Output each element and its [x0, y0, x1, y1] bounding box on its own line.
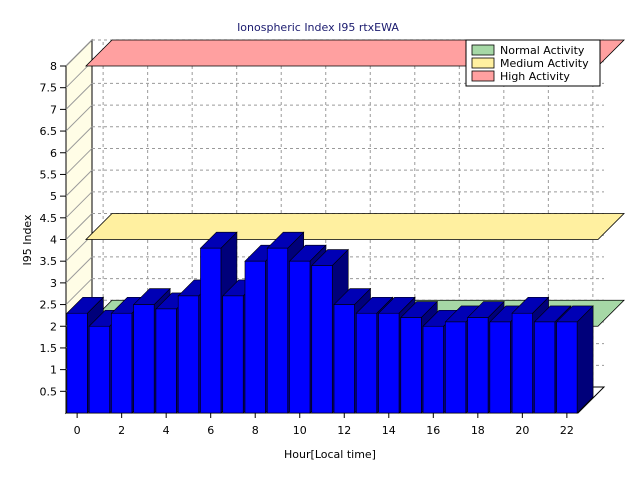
x-tick-label: 22	[560, 424, 574, 437]
legend-swatch	[471, 44, 495, 56]
y-tick-label: 6	[50, 147, 57, 160]
x-tick-label: 16	[426, 424, 440, 437]
gridline-depth	[65, 83, 93, 110]
x-axis-label: Hour[Local time]	[284, 448, 376, 461]
y-tick-label: 3.5	[40, 255, 58, 268]
gridline-depth	[65, 191, 93, 219]
gridline-depth	[65, 169, 93, 197]
y-tick-label: 2	[50, 320, 57, 333]
bar-side	[576, 305, 594, 414]
bar-front	[200, 247, 222, 414]
bar-front	[355, 312, 378, 414]
gridline-depth	[65, 278, 93, 305]
gridline-depth	[65, 39, 93, 67]
bar-front	[222, 295, 244, 414]
bar-front	[467, 317, 489, 414]
legend-swatch	[471, 57, 495, 69]
bar-front	[511, 312, 533, 414]
bar-22	[555, 305, 594, 414]
x-tick-label: 4	[163, 424, 170, 437]
x-tick-label: 14	[382, 424, 396, 437]
band-plane	[85, 213, 625, 240]
bar-front	[289, 260, 311, 414]
legend-label: High Activity	[500, 70, 570, 83]
y-tick-label: 4	[50, 234, 57, 247]
y-tick-label: 7	[50, 103, 57, 116]
bar-front	[111, 312, 133, 414]
x-tick-label: 20	[515, 424, 529, 437]
y-tick-label: 0.5	[40, 385, 58, 398]
bar-front	[66, 312, 88, 414]
y-tick-label: 5	[50, 190, 57, 203]
bar-front	[534, 321, 556, 414]
bar-front	[378, 312, 400, 414]
legend-swatch	[471, 70, 495, 82]
y-tick-label: 5.5	[40, 168, 58, 181]
bar-front	[400, 317, 422, 414]
legend-label: Medium Activity	[500, 57, 589, 70]
x-tick-label: 8	[252, 424, 259, 437]
gridline-depth	[65, 148, 93, 175]
bar-front	[556, 321, 578, 414]
bar-front	[489, 321, 511, 414]
bar-front	[422, 325, 444, 414]
band-1	[85, 213, 625, 240]
bar-front	[244, 260, 266, 414]
x-tick-label: 18	[471, 424, 485, 437]
bar-front	[155, 308, 177, 414]
y-axis-label: I95 Index	[21, 214, 34, 266]
bar-front	[266, 247, 289, 414]
x-tick-label: 0	[74, 424, 81, 437]
gridline-depth	[65, 126, 93, 154]
chart-title: Ionospheric Index I95 rtxEWA	[237, 21, 399, 34]
bar-front	[177, 295, 199, 414]
bar-front	[333, 304, 355, 414]
gridline-depth	[65, 213, 93, 240]
x-tick-label: 2	[118, 424, 125, 437]
x-tick-label: 10	[293, 424, 307, 437]
gridline-depth	[65, 256, 93, 284]
x-axis-ticks: 0 2 4 6 8 10 12 14 16 18 20 22	[74, 413, 574, 437]
y-tick-label: 1.5	[40, 342, 58, 355]
x-tick-label: 12	[337, 424, 351, 437]
legend-label: Normal Activity	[500, 44, 585, 57]
y-tick-label: 4.5	[40, 212, 58, 225]
y-tick-label: 3	[50, 277, 57, 290]
y-tick-label: 8	[50, 60, 57, 73]
y-tick-label: 2.5	[40, 299, 58, 312]
y-tick-label: 6.5	[40, 125, 58, 138]
x-tick-label: 6	[207, 424, 214, 437]
bar-front	[445, 321, 467, 414]
bar-front	[311, 265, 333, 414]
bar-front	[88, 325, 110, 414]
y-tick-label: 7.5	[40, 82, 58, 95]
y-tick-label: 1	[50, 364, 57, 377]
bars	[66, 231, 594, 414]
gridline-depth	[65, 104, 93, 132]
bar-front	[133, 304, 155, 414]
y-axis-ticks: 0.5 1 1.5 2 2.5 3 3.5 4 4.5 5 5.5 6 6.5 7 7.5 8	[40, 60, 66, 398]
